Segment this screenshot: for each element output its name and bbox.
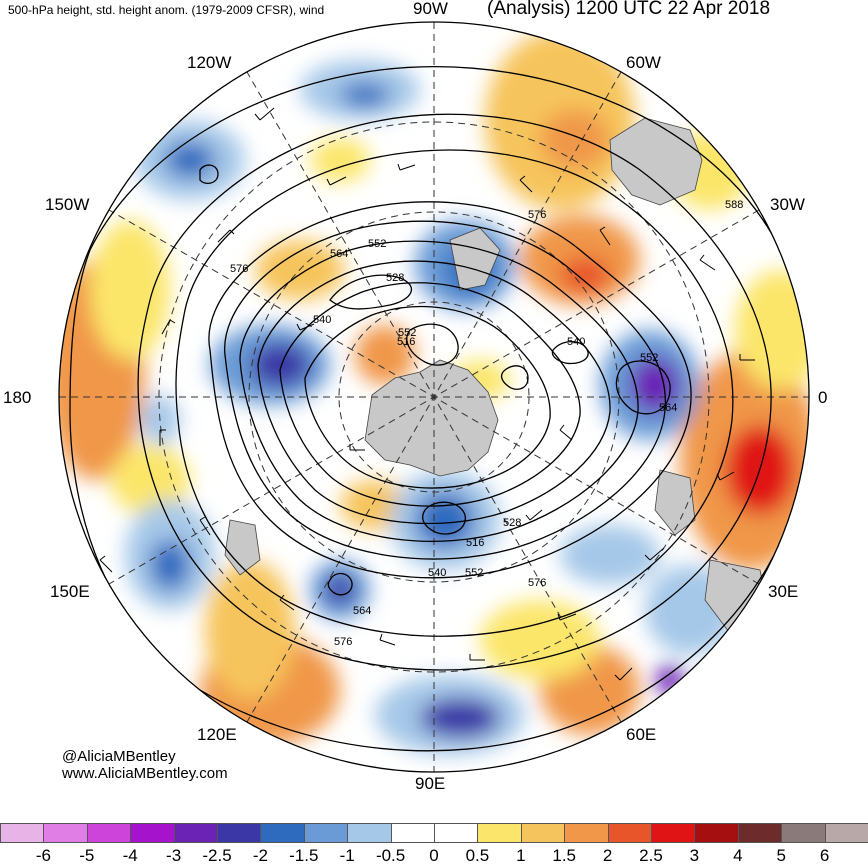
longitude-label-120e: 120E xyxy=(197,725,237,744)
colorbar-cell xyxy=(260,823,305,843)
contour-label: 540 xyxy=(428,567,446,579)
colorbar-cell xyxy=(217,823,262,843)
colorbar-label: 5 xyxy=(776,846,786,865)
colorbar-cell xyxy=(434,823,479,843)
credit-website: www.AliciaMBentley.com xyxy=(62,765,228,782)
colorbar-label: 1.5 xyxy=(552,846,577,865)
colorbar-cell xyxy=(520,823,566,843)
contour-label: 540 xyxy=(567,336,585,348)
colorbar-label: 6 xyxy=(819,846,830,865)
colorbar-cell xyxy=(86,823,132,843)
colorbar-label: 0.5 xyxy=(465,846,490,865)
longitude-label-120w: 120W xyxy=(187,53,231,72)
longitude-label-180: 180 xyxy=(3,388,31,407)
colorbar-label: 4 xyxy=(733,846,743,865)
colorbar-cell xyxy=(130,823,175,843)
top-longitude-label: 90W xyxy=(413,0,448,18)
colorbar-cell xyxy=(477,823,522,843)
longitude-label-0: 0 xyxy=(818,388,827,407)
colorbar-label: -1 xyxy=(339,846,355,865)
colorbar: -6 -5 -4 -3 -2.5 -2 -1.5 -1 -0.5 0 0.5 1 1.5 2 2.5 3 4 5 6 xyxy=(0,823,868,865)
credit-handle: @AliciaMBentley xyxy=(62,748,176,765)
colorbar-label: -2.5 xyxy=(202,846,232,865)
map-title: 500-hPa height, std. height anom. (1979-… xyxy=(8,3,325,17)
contour-label: 540 xyxy=(313,314,331,326)
longitude-label-30w: 30W xyxy=(770,195,805,214)
colorbar-label: -0.5 xyxy=(375,846,406,865)
colorbar-cell xyxy=(737,823,783,843)
longitude-label-150w: 150W xyxy=(45,195,89,214)
longitude-label-60w: 60W xyxy=(626,53,661,72)
contour-label: 564 xyxy=(330,248,348,260)
longitude-label-30e: 30E xyxy=(768,582,798,601)
colorbar-label: -1.5 xyxy=(289,846,319,865)
contour-label: 576 xyxy=(230,263,248,275)
contour-label: 576 xyxy=(528,209,546,221)
graticule xyxy=(59,22,809,772)
contour-label: 528 xyxy=(386,272,404,284)
colorbar-label: -3 xyxy=(166,846,182,865)
contour-label: 528 xyxy=(503,517,521,529)
map-disc: 588 576 576 576 576 564 564 564 552 552 … xyxy=(59,22,809,772)
longitude-label-60e: 60E xyxy=(626,725,656,744)
contour-label: 564 xyxy=(353,605,371,617)
colorbar-cell xyxy=(607,823,652,843)
longitude-labels: 60W 30W 0 30E 60E 90E 120E 150E 180 150W… xyxy=(3,53,827,793)
contour-label: 588 xyxy=(725,199,743,211)
colorbar-label: 2.5 xyxy=(639,846,663,865)
colorbar-cell xyxy=(824,823,868,843)
colorbar-label: 3 xyxy=(689,846,700,865)
colorbar-cell xyxy=(0,823,45,843)
colorbar-cell xyxy=(347,823,392,843)
map-boundary xyxy=(58,21,810,773)
contour-label: 516 xyxy=(466,537,484,549)
colorbar-label: 0 xyxy=(429,846,439,865)
height-contours xyxy=(69,65,809,752)
colorbar-cell xyxy=(390,823,435,843)
credit: @AliciaMBentley www.AliciaMBentley.com xyxy=(62,748,228,782)
colorbar-cell xyxy=(781,823,826,843)
contour-label: 576 xyxy=(528,577,546,589)
contour-label: 552 xyxy=(640,352,658,364)
analysis-time: (Analysis) 1200 UTC 22 Apr 2018 xyxy=(487,0,771,19)
contour-label: 516 xyxy=(397,336,415,348)
contour-labels: 588 576 576 576 576 564 564 564 552 552 … xyxy=(230,199,743,648)
colorbar-label: -5 xyxy=(79,846,95,865)
contour-label: 552 xyxy=(368,238,386,250)
colorbar-label: 2 xyxy=(602,846,613,865)
longitude-label-90e: 90E xyxy=(415,774,445,793)
colorbar-cell xyxy=(173,823,218,843)
polar-map: 588 576 576 576 576 564 564 564 552 552 … xyxy=(3,21,827,793)
colorbar-cell xyxy=(651,823,696,843)
contour-label: 576 xyxy=(334,636,352,648)
longitude-label-150e: 150E xyxy=(50,582,90,601)
colorbar-label: 1 xyxy=(516,846,526,865)
contour-label: 564 xyxy=(659,402,677,414)
colorbar-label: -6 xyxy=(35,846,51,865)
colorbar-label: -2 xyxy=(252,846,268,865)
contour-label: 552 xyxy=(398,327,416,339)
colorbar-label: -4 xyxy=(122,846,138,865)
contour-label: 552 xyxy=(465,567,483,579)
colorbar-cell xyxy=(694,823,739,843)
colorbar-cell xyxy=(564,823,609,843)
colorbar-cell xyxy=(43,823,88,843)
colorbar-cell xyxy=(303,823,349,843)
